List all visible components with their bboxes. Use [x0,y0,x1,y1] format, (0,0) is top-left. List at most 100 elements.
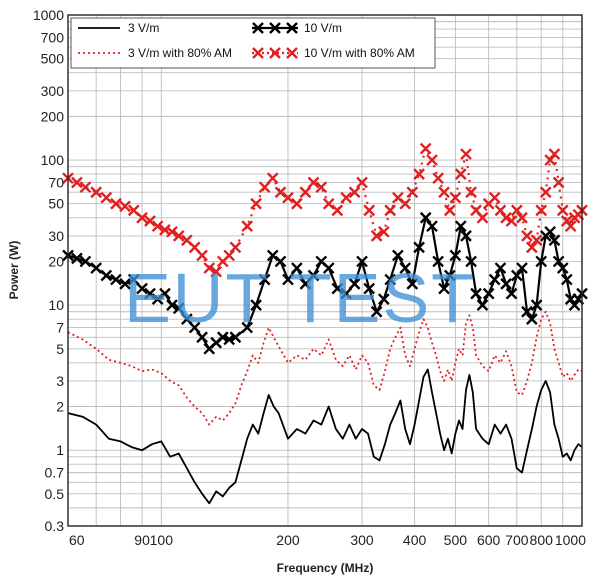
data-point-x [307,269,320,282]
data-point-x [521,230,533,242]
legend-item: 10 V/m [252,21,342,35]
legend-marker [286,22,298,34]
legend-label: 3 V/m [128,21,159,35]
data-point-x [172,230,185,242]
data-point-x [100,269,113,282]
data-point-x [544,225,556,238]
data-point-x [172,302,185,315]
series-2 [62,211,588,355]
data-point-x [210,265,223,278]
data-point-x [443,269,456,282]
data-point-x [419,142,432,155]
data-point-x [363,204,376,217]
data-point-x [144,215,156,227]
data-point-x [315,181,328,194]
y-tick-label: 5 [56,341,64,357]
data-point-x [266,172,279,185]
x-tick-label: 300 [350,532,374,548]
legend-marker [252,22,264,34]
data-point-x [413,241,425,254]
data-point-x [516,211,528,224]
data-point-x [505,215,518,227]
data-point-x [119,278,131,290]
data-point-x [438,186,450,199]
data-point-x [505,287,518,300]
legend-item: 3 V/m [78,21,159,35]
data-point-x [119,200,131,213]
x-tick-label: 60 [69,532,85,548]
data-point-x [322,197,335,210]
data-point-x [250,299,262,311]
y-tick-label: 50 [48,196,64,212]
data-point-x [188,321,201,334]
data-point-x [406,278,419,290]
data-point-x [530,299,543,311]
data-point-x [476,211,489,224]
data-point-x [535,204,548,217]
y-tick-label: 100 [41,152,65,168]
x-tick-label: 200 [276,532,300,548]
data-point-x [79,181,92,194]
data-point-x [370,305,383,318]
data-point-x [521,305,533,318]
legend: 3 V/m 3 V/m with 80% AM 10 V/m 10 V/m with … [70,17,436,69]
legend-label: 3 V/m with 80% AM [128,46,232,60]
x-tick-labels: 60 90 100 200 300 400 500 600 700 800 1000 [69,532,586,548]
data-point-x [151,293,164,305]
x-tick-label: 500 [444,532,468,548]
data-point-x [426,220,438,233]
data-point-x [250,197,262,210]
data-point-x [556,204,569,217]
data-point-x [500,211,512,224]
data-point-x [432,255,444,268]
data-point-x [307,176,320,189]
x-tick-label: 1000 [555,532,586,548]
data-point-x [510,269,523,282]
data-point-x [356,255,368,268]
legend-marker [286,47,298,59]
legend-box [70,17,436,69]
data-point-x [556,262,569,274]
data-point-x [258,273,271,286]
data-point-x [384,204,397,217]
data-point-x [426,154,438,166]
data-point-x [363,282,376,295]
data-point-x [552,255,565,268]
y-tick-label: 10 [48,297,64,313]
data-point-x [223,249,236,262]
data-point-x [494,204,507,217]
y-tick-label: 0.5 [45,486,65,502]
data-point-x [406,186,419,199]
watermark-text: EUT TEST [124,259,476,337]
data-point-x [432,172,444,185]
data-point-x [413,168,425,180]
data-point-x [203,262,216,274]
legend-item: 10 V/m with 80% AM [252,46,415,60]
data-point-x [544,154,556,166]
y-tick-label: 1 [56,442,64,458]
data-point-x [482,287,495,300]
data-point-x [291,262,303,274]
x-axis-title: Frequency (MHz) [277,561,374,575]
data-point-x [465,186,477,199]
data-point-x [151,220,164,233]
data-point-x [166,225,178,238]
x-tick-label: 400 [403,532,427,548]
data-point-x [564,220,577,233]
legend-item: 3 V/m with 80% AM [78,46,232,60]
series-line [67,368,583,505]
data-point-x [241,220,254,233]
data-point-x [454,168,467,180]
data-point-x [539,186,552,199]
data-point-x [266,249,279,262]
data-point-x [348,278,361,290]
data-point-x [196,331,208,344]
y-tick-label: 3 [56,373,64,389]
y-tick-label: 0.3 [45,518,65,534]
data-point-x [377,293,390,305]
data-point-x [282,191,294,204]
y-tick-label: 20 [48,253,64,269]
data-point-x [535,255,548,268]
legend-label: 10 V/m with 80% AM [304,46,415,60]
data-point-x [196,249,208,262]
